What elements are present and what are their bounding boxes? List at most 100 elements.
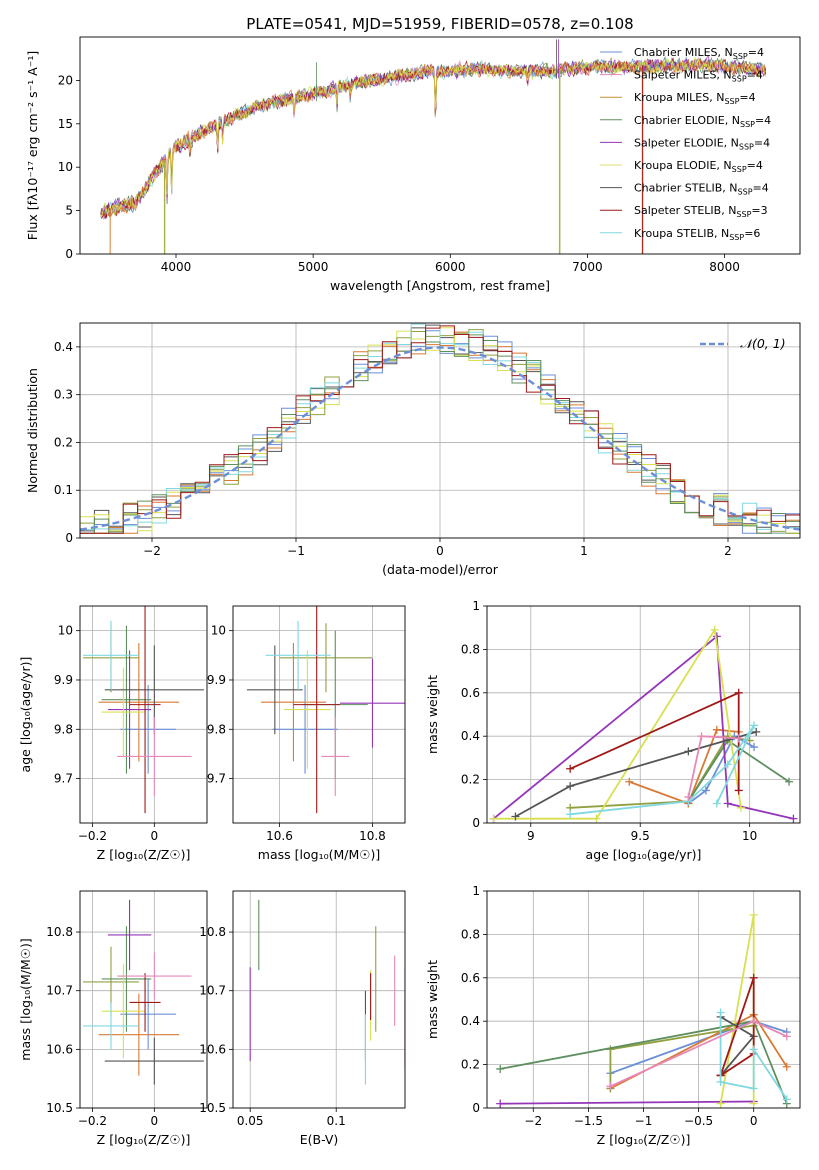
legend-entry: 𝒩(0, 1)	[740, 336, 786, 351]
legend-sub: SSP	[724, 97, 739, 106]
x-axis-label: Z [log₁₀(Z/Z☉)]	[597, 1132, 691, 1147]
weight-marker	[701, 786, 710, 795]
x-tick-label: 0	[750, 1114, 758, 1128]
x-tick-label: 0	[151, 829, 159, 843]
x-tick-label: 9.5	[631, 829, 650, 843]
weight-marker	[789, 814, 798, 823]
axes-frame	[79, 890, 208, 1109]
legend-text: Kroupa MILES, N	[634, 91, 724, 104]
y-tick-label: 0.4	[54, 340, 73, 354]
legend-text: Chabrier MILES, N	[634, 46, 733, 59]
legend-text: Salpeter MILES, N	[634, 69, 732, 82]
legend-sub: SSP	[732, 75, 747, 84]
weight-marker	[749, 1084, 758, 1093]
legend-entry: Chabrier STELIB, NSSP=4	[634, 182, 769, 197]
legend-text: =4	[739, 91, 755, 104]
weight-marker	[716, 1008, 725, 1017]
x-tick-label: −1	[635, 1114, 653, 1128]
axes-frame	[79, 322, 801, 539]
y-tick-label: 0.6	[461, 971, 480, 985]
legend-sub: SSP	[740, 120, 755, 129]
weight-marker	[716, 1099, 725, 1108]
axes-frame	[79, 605, 208, 824]
legend-text: Chabrier ELODIE, N	[634, 114, 740, 127]
x-tick-label: −1.5	[574, 1114, 603, 1128]
weight-marker	[785, 777, 794, 786]
y-tick-label: 0	[472, 1101, 480, 1115]
weight-marker	[736, 803, 745, 812]
y-axis-label: mass [log₁₀(M/M☉)]	[18, 938, 33, 1060]
x-axis-label: wavelength [Angstrom, rest frame]	[330, 278, 550, 293]
weight-line	[493, 634, 794, 820]
spectrum-line	[100, 58, 766, 218]
weight-marker	[750, 743, 759, 752]
figure-title: PLATE=0541, MJD=51959, FIBERID=0578, z=0…	[246, 15, 633, 33]
weight-marker	[723, 799, 732, 808]
axes-frame	[486, 605, 801, 824]
weight-marker	[749, 973, 758, 982]
weight-line	[493, 627, 742, 820]
y-tick-label: 0.2	[54, 435, 73, 449]
y-tick-label: 10.8	[46, 925, 73, 939]
y-tick-label: 10.6	[46, 1042, 73, 1056]
y-tick-label: 15	[58, 117, 73, 131]
y-axis-label: age [log₁₀(age/yr)]	[18, 657, 33, 773]
y-tick-label: 0	[65, 531, 73, 545]
y-tick-label: 9.7	[207, 772, 226, 786]
weight-marker	[566, 810, 575, 819]
axes-frame	[486, 890, 801, 1109]
legend-text: =4	[747, 159, 763, 172]
y-tick-label: 1	[472, 884, 480, 898]
x-tick-label: −0.2	[78, 829, 107, 843]
x-tick-label: 10.6	[266, 829, 293, 843]
x-tick-label: 10	[742, 829, 757, 843]
x-tick-label: 10.8	[359, 829, 386, 843]
weight-marker	[489, 814, 498, 823]
weight-marker	[782, 1062, 791, 1071]
mass-weight-vs-Z-plot-area	[487, 891, 800, 1108]
legend-entry: Kroupa STELIB, NSSP=6	[634, 227, 760, 242]
x-tick-label: −0.5	[684, 1114, 713, 1128]
x-tick-label: 4000	[161, 260, 192, 274]
weight-line	[515, 731, 757, 818]
y-tick-label: 10.6	[199, 1042, 226, 1056]
y-axis-label: Normed distribution	[25, 368, 40, 493]
legend-text: =3	[751, 204, 767, 217]
legend-text: =4	[754, 136, 770, 149]
legend-text: =4	[747, 69, 763, 82]
legend-text: Salpeter ELODIE, N	[634, 136, 739, 149]
y-tick-label: 0.4	[461, 1014, 480, 1028]
legend-text: =4	[748, 46, 764, 59]
y-tick-label: 0.4	[461, 729, 480, 743]
y-tick-label: 20	[58, 73, 73, 87]
weight-marker	[625, 777, 634, 786]
legend-text: Chabrier STELIB, N	[634, 182, 738, 195]
legend-entry: Salpeter MILES, NSSP=4	[634, 69, 763, 84]
legend-sub: SSP	[736, 210, 751, 219]
weight-marker	[734, 688, 743, 697]
weight-marker	[712, 725, 721, 734]
legend-sub: SSP	[729, 233, 744, 242]
weight-marker	[749, 1099, 758, 1108]
weight-marker	[723, 760, 732, 769]
residuals-plot-area	[80, 323, 800, 538]
weight-marker	[592, 814, 601, 823]
y-tick-label: 0.8	[461, 927, 480, 941]
weight-marker	[734, 734, 743, 743]
y-axis-label: mass weight	[425, 960, 440, 1039]
legend-sub: SSP	[733, 52, 748, 61]
y-tick-label: 0	[472, 816, 480, 830]
weight-line	[719, 977, 755, 1077]
legend-sub: SSP	[732, 165, 747, 174]
x-tick-label: 0	[151, 1114, 159, 1128]
histogram-steps	[80, 329, 800, 534]
legend-entry: Salpeter ELODIE, NSSP=4	[634, 136, 770, 151]
x-tick-label: 0.05	[237, 1114, 264, 1128]
weight-marker	[496, 1064, 505, 1073]
weight-marker	[749, 910, 758, 919]
weight-marker	[782, 1032, 791, 1041]
y-tick-label: 10.5	[46, 1101, 73, 1115]
y-tick-label: 0.1	[54, 483, 73, 497]
y-tick-label: 5	[65, 204, 73, 218]
